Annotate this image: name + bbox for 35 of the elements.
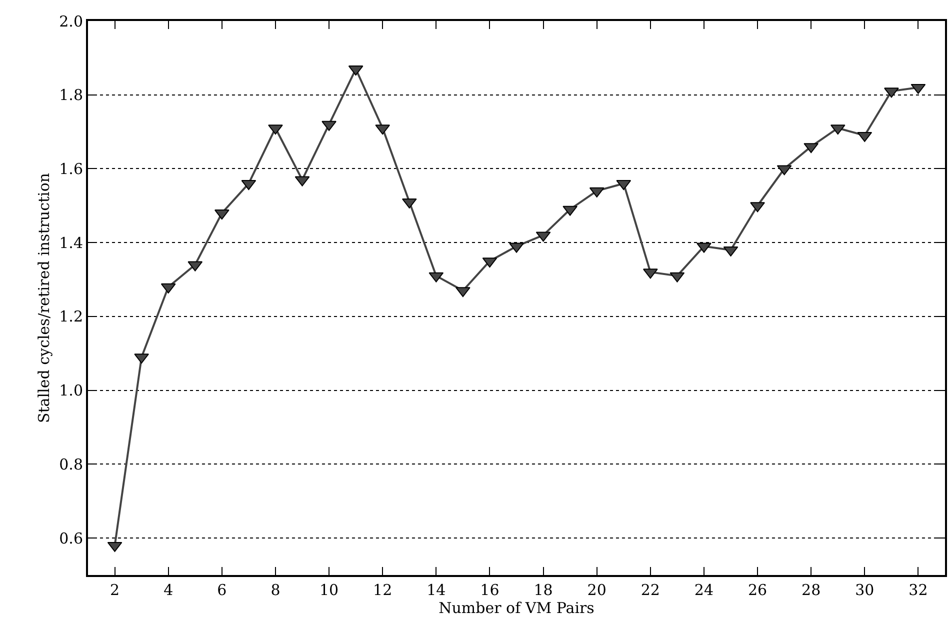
- x-axis-title: Number of VM Pairs: [438, 599, 594, 617]
- x-tick-label: 18: [534, 581, 553, 599]
- y-tick-label: 2.0: [59, 12, 83, 30]
- y-axis-title: Stalled cycles/retired instruction: [34, 172, 53, 424]
- y-tick-label: 0.6: [59, 529, 83, 548]
- x-tick-label: 24: [694, 581, 714, 599]
- x-tick-label: 10: [319, 581, 339, 599]
- x-tick-label: 30: [855, 581, 874, 599]
- x-tick-label: 6: [217, 581, 227, 599]
- point: [268, 124, 283, 135]
- y-tick-label: 1.8: [59, 86, 83, 104]
- x-tick-label: 20: [587, 581, 606, 599]
- x-tick-label: 26: [748, 581, 768, 599]
- x-tick-label: 14: [426, 581, 446, 599]
- x-tick-label: 12: [373, 581, 392, 599]
- y-tick-label: 1.2: [59, 308, 83, 326]
- y-tick-label: 1.4: [59, 234, 83, 252]
- x-tick-label: 4: [164, 581, 174, 599]
- point: [562, 206, 578, 216]
- point: [134, 354, 149, 364]
- point: [509, 242, 524, 253]
- y-tick-label: 1.0: [59, 382, 83, 400]
- x-tick-label: 2: [110, 581, 120, 599]
- x-tick-label: 22: [640, 581, 660, 599]
- point: [456, 287, 470, 298]
- point: [322, 120, 336, 131]
- point: [750, 202, 765, 212]
- y-tick-label: 1.6: [59, 160, 83, 178]
- x-tick-label: 28: [802, 581, 821, 599]
- x-tick-label: 32: [908, 581, 928, 599]
- x-tick-label: 16: [480, 581, 500, 599]
- x-tick-label: 8: [270, 581, 280, 599]
- point: [696, 242, 712, 253]
- point: [884, 88, 899, 98]
- y-tick-label: 0.8: [59, 455, 83, 474]
